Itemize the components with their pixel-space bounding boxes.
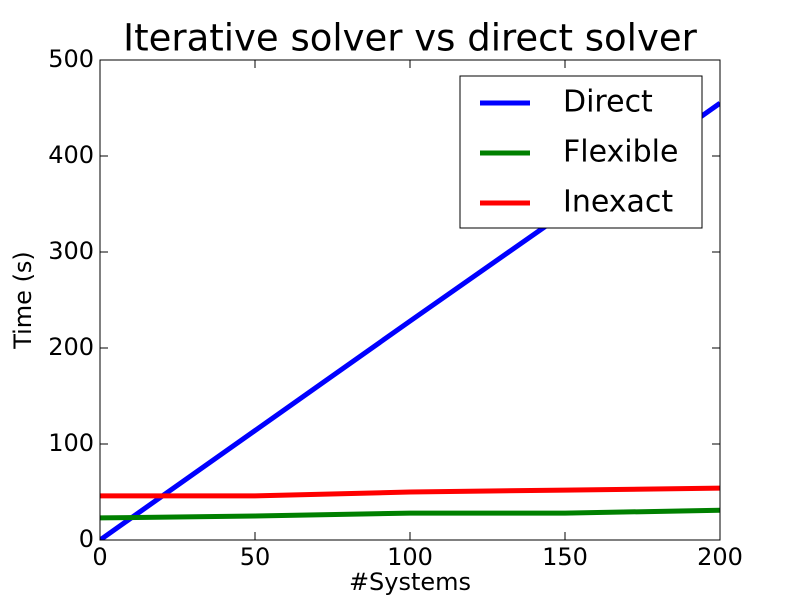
- y-tick-label: 200: [48, 333, 94, 361]
- y-tick-label: 0: [79, 525, 94, 553]
- y-axis-label: Time (s): [9, 251, 37, 350]
- chart-title: Iterative solver vs direct solver: [123, 17, 697, 60]
- x-axis-label: #Systems: [349, 568, 471, 596]
- x-tick-label: 0: [92, 543, 107, 571]
- x-tick-label: 50: [240, 543, 271, 571]
- plot-frame: [99, 59, 721, 541]
- series-line: [100, 507, 720, 521]
- y-tick-label: 300: [48, 237, 94, 265]
- x-tick-label: 150: [542, 543, 588, 571]
- x-tick-label: 200: [697, 543, 743, 571]
- legend-label: Inexact: [563, 185, 673, 220]
- series-line: [100, 485, 720, 499]
- x-tick-label: 100: [387, 543, 433, 571]
- y-tick-label: 500: [48, 45, 94, 73]
- y-tick-label: 100: [48, 429, 94, 457]
- y-tick-label: 400: [48, 141, 94, 169]
- legend-label: Flexible: [563, 135, 678, 170]
- legend-label: Direct: [563, 85, 653, 120]
